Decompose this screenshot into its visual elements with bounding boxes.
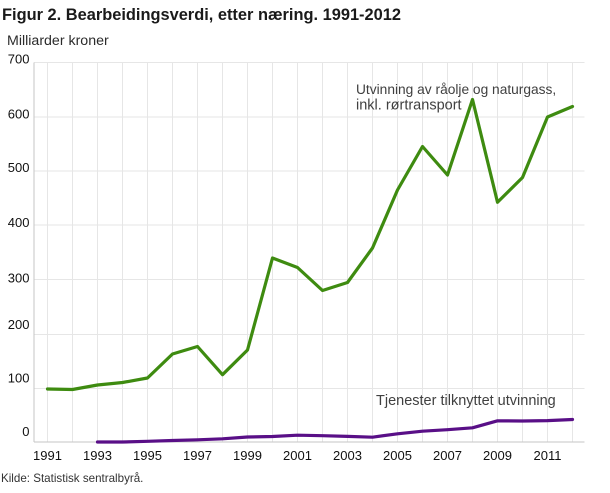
svg-text:700: 700 bbox=[8, 51, 30, 66]
svg-text:2003: 2003 bbox=[333, 448, 362, 463]
svg-text:400: 400 bbox=[8, 215, 30, 230]
svg-text:2007: 2007 bbox=[433, 448, 462, 463]
svg-text:1995: 1995 bbox=[133, 448, 162, 463]
svg-text:2005: 2005 bbox=[383, 448, 412, 463]
svg-text:1993: 1993 bbox=[83, 448, 112, 463]
svg-text:inkl. rørtransport: inkl. rørtransport bbox=[356, 97, 462, 113]
svg-text:Kilde: Statistisk sentralbyrå.: Kilde: Statistisk sentralbyrå. bbox=[1, 472, 143, 485]
svg-text:300: 300 bbox=[8, 270, 30, 285]
svg-text:0: 0 bbox=[22, 424, 29, 439]
svg-text:Utvinning av råolje og naturga: Utvinning av råolje og naturgass, bbox=[356, 82, 556, 97]
svg-text:500: 500 bbox=[8, 160, 30, 175]
svg-text:2011: 2011 bbox=[534, 448, 562, 463]
svg-text:200: 200 bbox=[8, 317, 30, 332]
svg-text:Milliarder kroner: Milliarder kroner bbox=[7, 33, 109, 49]
svg-text:2009: 2009 bbox=[483, 448, 512, 463]
svg-text:1991: 1991 bbox=[33, 448, 62, 463]
svg-text:2001: 2001 bbox=[283, 448, 312, 463]
svg-text:Tjenester tilknyttet utvinning: Tjenester tilknyttet utvinning bbox=[376, 393, 556, 409]
svg-text:Figur 2. Bearbeidingsverdi, et: Figur 2. Bearbeidingsverdi, etter næring… bbox=[2, 6, 401, 24]
svg-text:1999: 1999 bbox=[233, 448, 262, 463]
svg-text:100: 100 bbox=[8, 370, 30, 385]
svg-text:600: 600 bbox=[8, 107, 30, 122]
svg-text:1997: 1997 bbox=[183, 448, 212, 463]
